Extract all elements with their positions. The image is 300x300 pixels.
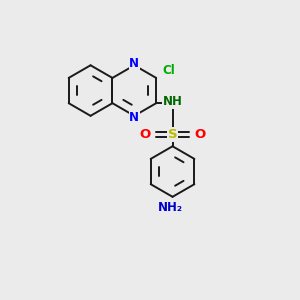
Text: N: N	[129, 57, 139, 70]
Text: Cl: Cl	[162, 64, 175, 77]
Text: NH: NH	[163, 95, 182, 108]
Text: O: O	[139, 128, 151, 141]
Text: NH₂: NH₂	[158, 201, 183, 214]
Text: N: N	[129, 111, 139, 124]
Text: S: S	[168, 128, 177, 141]
Text: O: O	[195, 128, 206, 141]
